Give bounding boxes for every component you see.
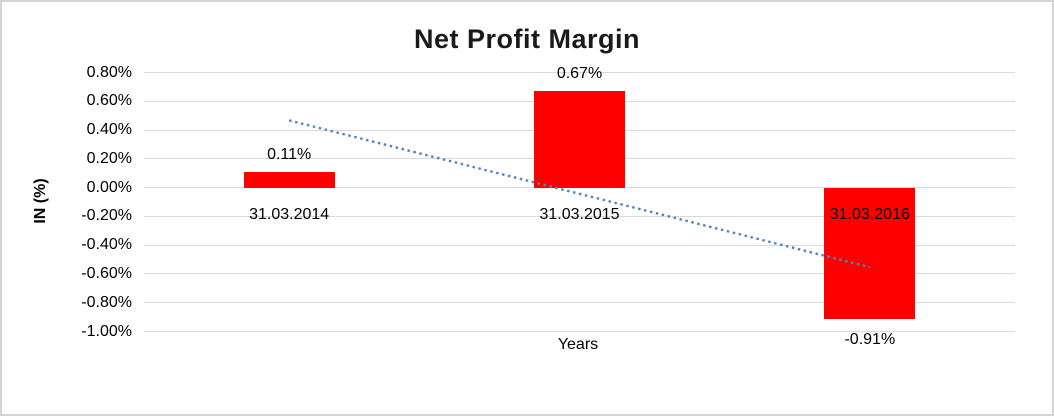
y-tick-label: -0.20% xyxy=(81,207,132,225)
y-tick-label: 0.80% xyxy=(86,63,132,81)
chart-title: Net Profit Margin xyxy=(413,24,640,54)
bar-value-label: -0.91% xyxy=(844,330,896,348)
y-tick-label: 0.40% xyxy=(86,121,132,139)
x-category-label: 31.03.2014 xyxy=(249,205,330,223)
y-tick-label: 0.00% xyxy=(86,178,132,196)
gridline xyxy=(144,72,1015,73)
bar xyxy=(534,91,625,188)
y-tick-label: -0.80% xyxy=(81,293,132,311)
gridline xyxy=(144,331,1015,332)
y-tick-label: 0.60% xyxy=(86,92,132,110)
y-tick-label: 0.20% xyxy=(86,149,132,167)
y-tick-label: -0.60% xyxy=(81,264,132,282)
bar-value-label: 0.67% xyxy=(556,65,603,83)
gridline xyxy=(144,273,1015,275)
x-axis-title: Years xyxy=(557,336,599,353)
x-category-label: 31.03.2016 xyxy=(829,205,910,223)
y-tick-label: -1.00% xyxy=(81,322,132,340)
gridline xyxy=(144,302,1015,304)
x-category-label: 31.03.2015 xyxy=(539,205,620,223)
bar-value-label: 0.11% xyxy=(267,145,312,163)
bar xyxy=(243,171,335,188)
y-tick-label: -0.40% xyxy=(81,236,132,254)
